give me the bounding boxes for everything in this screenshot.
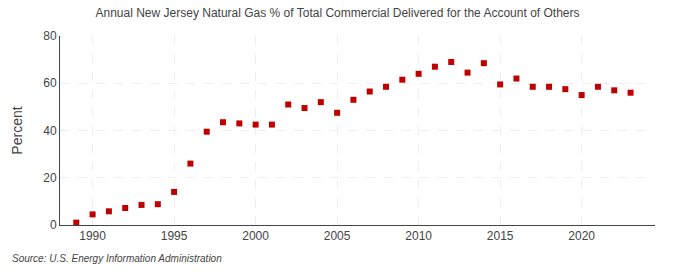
svg-text:80: 80 [43,29,57,43]
svg-text:1990: 1990 [79,229,106,243]
svg-text:0: 0 [50,218,57,232]
svg-text:2000: 2000 [242,229,269,243]
svg-text:2015: 2015 [487,229,514,243]
svg-text:2005: 2005 [324,229,351,243]
svg-text:Percent: Percent [9,106,25,154]
svg-text:2010: 2010 [405,229,432,243]
svg-text:2020: 2020 [568,229,595,243]
svg-text:40: 40 [43,124,57,138]
svg-text:Source: U.S. Energy Informatio: Source: U.S. Energy Information Administ… [12,253,222,264]
svg-text:1995: 1995 [161,229,188,243]
svg-text:Annual New Jersey Natural Gas: Annual New Jersey Natural Gas % of Total… [96,6,580,20]
svg-text:60: 60 [43,76,57,90]
svg-text:20: 20 [43,171,57,185]
